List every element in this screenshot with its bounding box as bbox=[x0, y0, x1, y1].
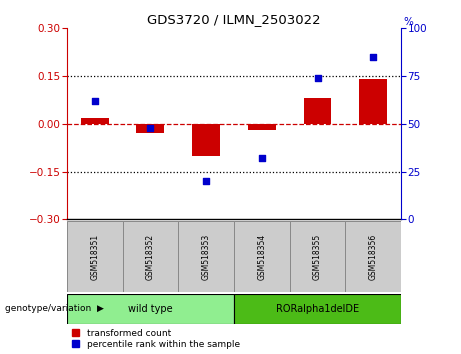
Point bbox=[91, 98, 98, 104]
Text: wild type: wild type bbox=[128, 304, 173, 314]
Bar bbox=[290, 221, 345, 292]
Point bbox=[370, 54, 377, 60]
Bar bbox=[359, 79, 387, 124]
Point bbox=[147, 125, 154, 131]
Bar bbox=[192, 124, 220, 156]
Title: GDS3720 / ILMN_2503022: GDS3720 / ILMN_2503022 bbox=[147, 13, 321, 26]
Text: RORalpha1delDE: RORalpha1delDE bbox=[276, 304, 359, 314]
Text: GSM518352: GSM518352 bbox=[146, 234, 155, 280]
Bar bbox=[67, 221, 123, 292]
Text: GSM518353: GSM518353 bbox=[201, 234, 211, 280]
Point bbox=[314, 75, 321, 81]
Bar bbox=[123, 221, 178, 292]
Text: genotype/variation  ▶: genotype/variation ▶ bbox=[5, 304, 103, 313]
Bar bbox=[304, 98, 331, 124]
Point bbox=[202, 178, 210, 184]
Text: GSM518355: GSM518355 bbox=[313, 234, 322, 280]
Bar bbox=[67, 294, 234, 324]
Point bbox=[258, 155, 266, 161]
Bar bbox=[248, 124, 276, 130]
Text: %: % bbox=[404, 17, 414, 27]
Bar bbox=[81, 118, 109, 124]
Bar bbox=[136, 124, 164, 133]
Bar bbox=[234, 294, 401, 324]
Bar bbox=[345, 221, 401, 292]
Bar bbox=[178, 221, 234, 292]
Bar bbox=[234, 221, 290, 292]
Text: GSM518351: GSM518351 bbox=[90, 234, 99, 280]
Legend: transformed count, percentile rank within the sample: transformed count, percentile rank withi… bbox=[71, 328, 241, 349]
Text: GSM518354: GSM518354 bbox=[257, 234, 266, 280]
Text: GSM518356: GSM518356 bbox=[369, 234, 378, 280]
